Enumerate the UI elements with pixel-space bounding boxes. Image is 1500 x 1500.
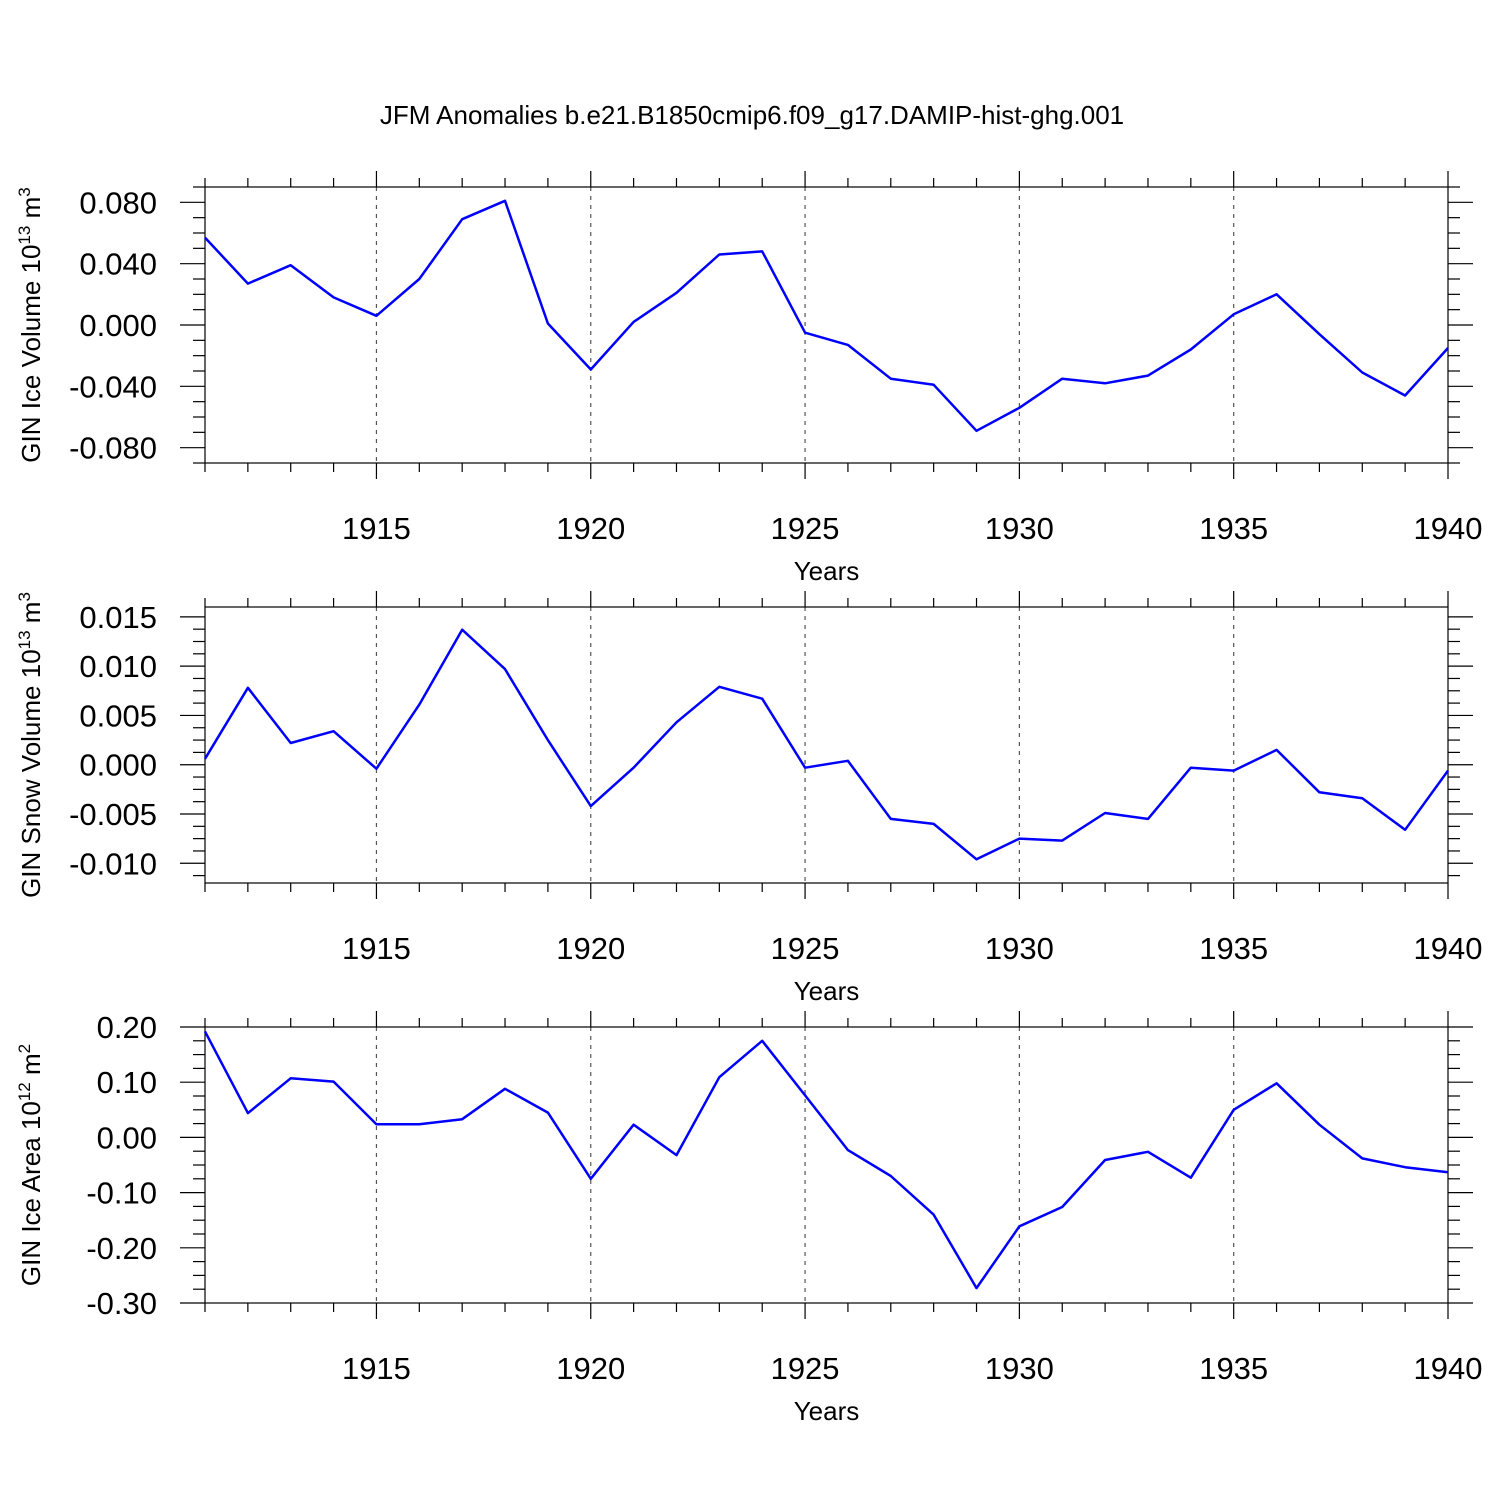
figure-title: JFM Anomalies b.e21.B1850cmip6.f09_g17.D… bbox=[380, 100, 1124, 130]
x-tick-label: 1930 bbox=[985, 931, 1054, 966]
panels: -0.080 -0.040 0.000 0.040 0.080 1915 1920 1925 1… bbox=[15, 171, 1482, 1426]
x-tick-label: 1920 bbox=[556, 931, 625, 966]
x-axis-title: Years bbox=[794, 976, 860, 1006]
x-tick-label: 1925 bbox=[771, 511, 840, 546]
x-axis-title: Years bbox=[794, 1396, 860, 1426]
x-tick-label: 1920 bbox=[556, 511, 625, 546]
panel-3: -0.30 -0.20 -0.10 0.00 0.10 0.20 1915 1920 1925 1… bbox=[15, 1010, 1482, 1426]
plot-frame bbox=[204, 1026, 1449, 1304]
y-tick-label: -0.30 bbox=[86, 1286, 157, 1321]
y-tick-label: -0.10 bbox=[86, 1176, 157, 1211]
plot-frame bbox=[204, 606, 1449, 884]
x-tick-label: 1940 bbox=[1414, 1351, 1483, 1386]
y-tick-label: -0.040 bbox=[69, 369, 157, 404]
x-tick-label: 1930 bbox=[985, 1351, 1054, 1386]
x-tick-label: 1935 bbox=[1199, 931, 1268, 966]
y-axis-title: GIN Snow Volume 1013 m3 bbox=[15, 592, 46, 898]
x-axis-title: Years bbox=[794, 556, 860, 586]
y-tick-label: 0.080 bbox=[79, 185, 157, 220]
y-tick-label: -0.005 bbox=[69, 797, 157, 832]
y-tick-label: 0.20 bbox=[97, 1010, 157, 1045]
y-tick-label: 0.10 bbox=[97, 1065, 157, 1100]
x-tick-label: 1915 bbox=[342, 1351, 411, 1386]
y-tick-label: -0.20 bbox=[86, 1231, 157, 1266]
y-tick-label: 0.010 bbox=[79, 649, 157, 684]
y-tick-label: 0.005 bbox=[79, 698, 157, 733]
x-tick-label: 1940 bbox=[1414, 511, 1483, 546]
y-axis-title: GIN Ice Volume 1013 m3 bbox=[15, 187, 46, 463]
y-tick-label: 0.000 bbox=[79, 308, 157, 343]
plot-frame bbox=[204, 186, 1449, 464]
x-tick-label: 1935 bbox=[1199, 511, 1268, 546]
y-tick-label: 0.015 bbox=[79, 600, 157, 635]
y-tick-label: -0.010 bbox=[69, 846, 157, 881]
series-line bbox=[203, 628, 1450, 861]
y-tick-label: 0.040 bbox=[79, 247, 157, 282]
y-axis-title: GIN Ice Area 1012 m2 bbox=[15, 1044, 46, 1286]
x-tick-label: 1925 bbox=[771, 931, 840, 966]
x-tick-label: 1915 bbox=[342, 931, 411, 966]
y-tick-label: -0.080 bbox=[69, 431, 157, 466]
x-tick-label: 1930 bbox=[985, 511, 1054, 546]
series-line bbox=[203, 1030, 1449, 1290]
panel-2: -0.010 -0.005 0.000 0.005 0.010 0.015 1915 1920… bbox=[15, 591, 1482, 1006]
x-tick-label: 1940 bbox=[1414, 931, 1483, 966]
x-tick-label: 1920 bbox=[556, 1351, 625, 1386]
y-tick-label: 0.000 bbox=[79, 748, 157, 783]
x-tick-label: 1915 bbox=[342, 511, 411, 546]
x-tick-label: 1935 bbox=[1199, 1351, 1268, 1386]
panel-1: -0.080 -0.040 0.000 0.040 0.080 1915 1920 1925 1… bbox=[15, 171, 1482, 586]
series-line bbox=[204, 199, 1449, 433]
x-tick-label: 1925 bbox=[771, 1351, 840, 1386]
y-tick-label: 0.00 bbox=[97, 1120, 157, 1155]
